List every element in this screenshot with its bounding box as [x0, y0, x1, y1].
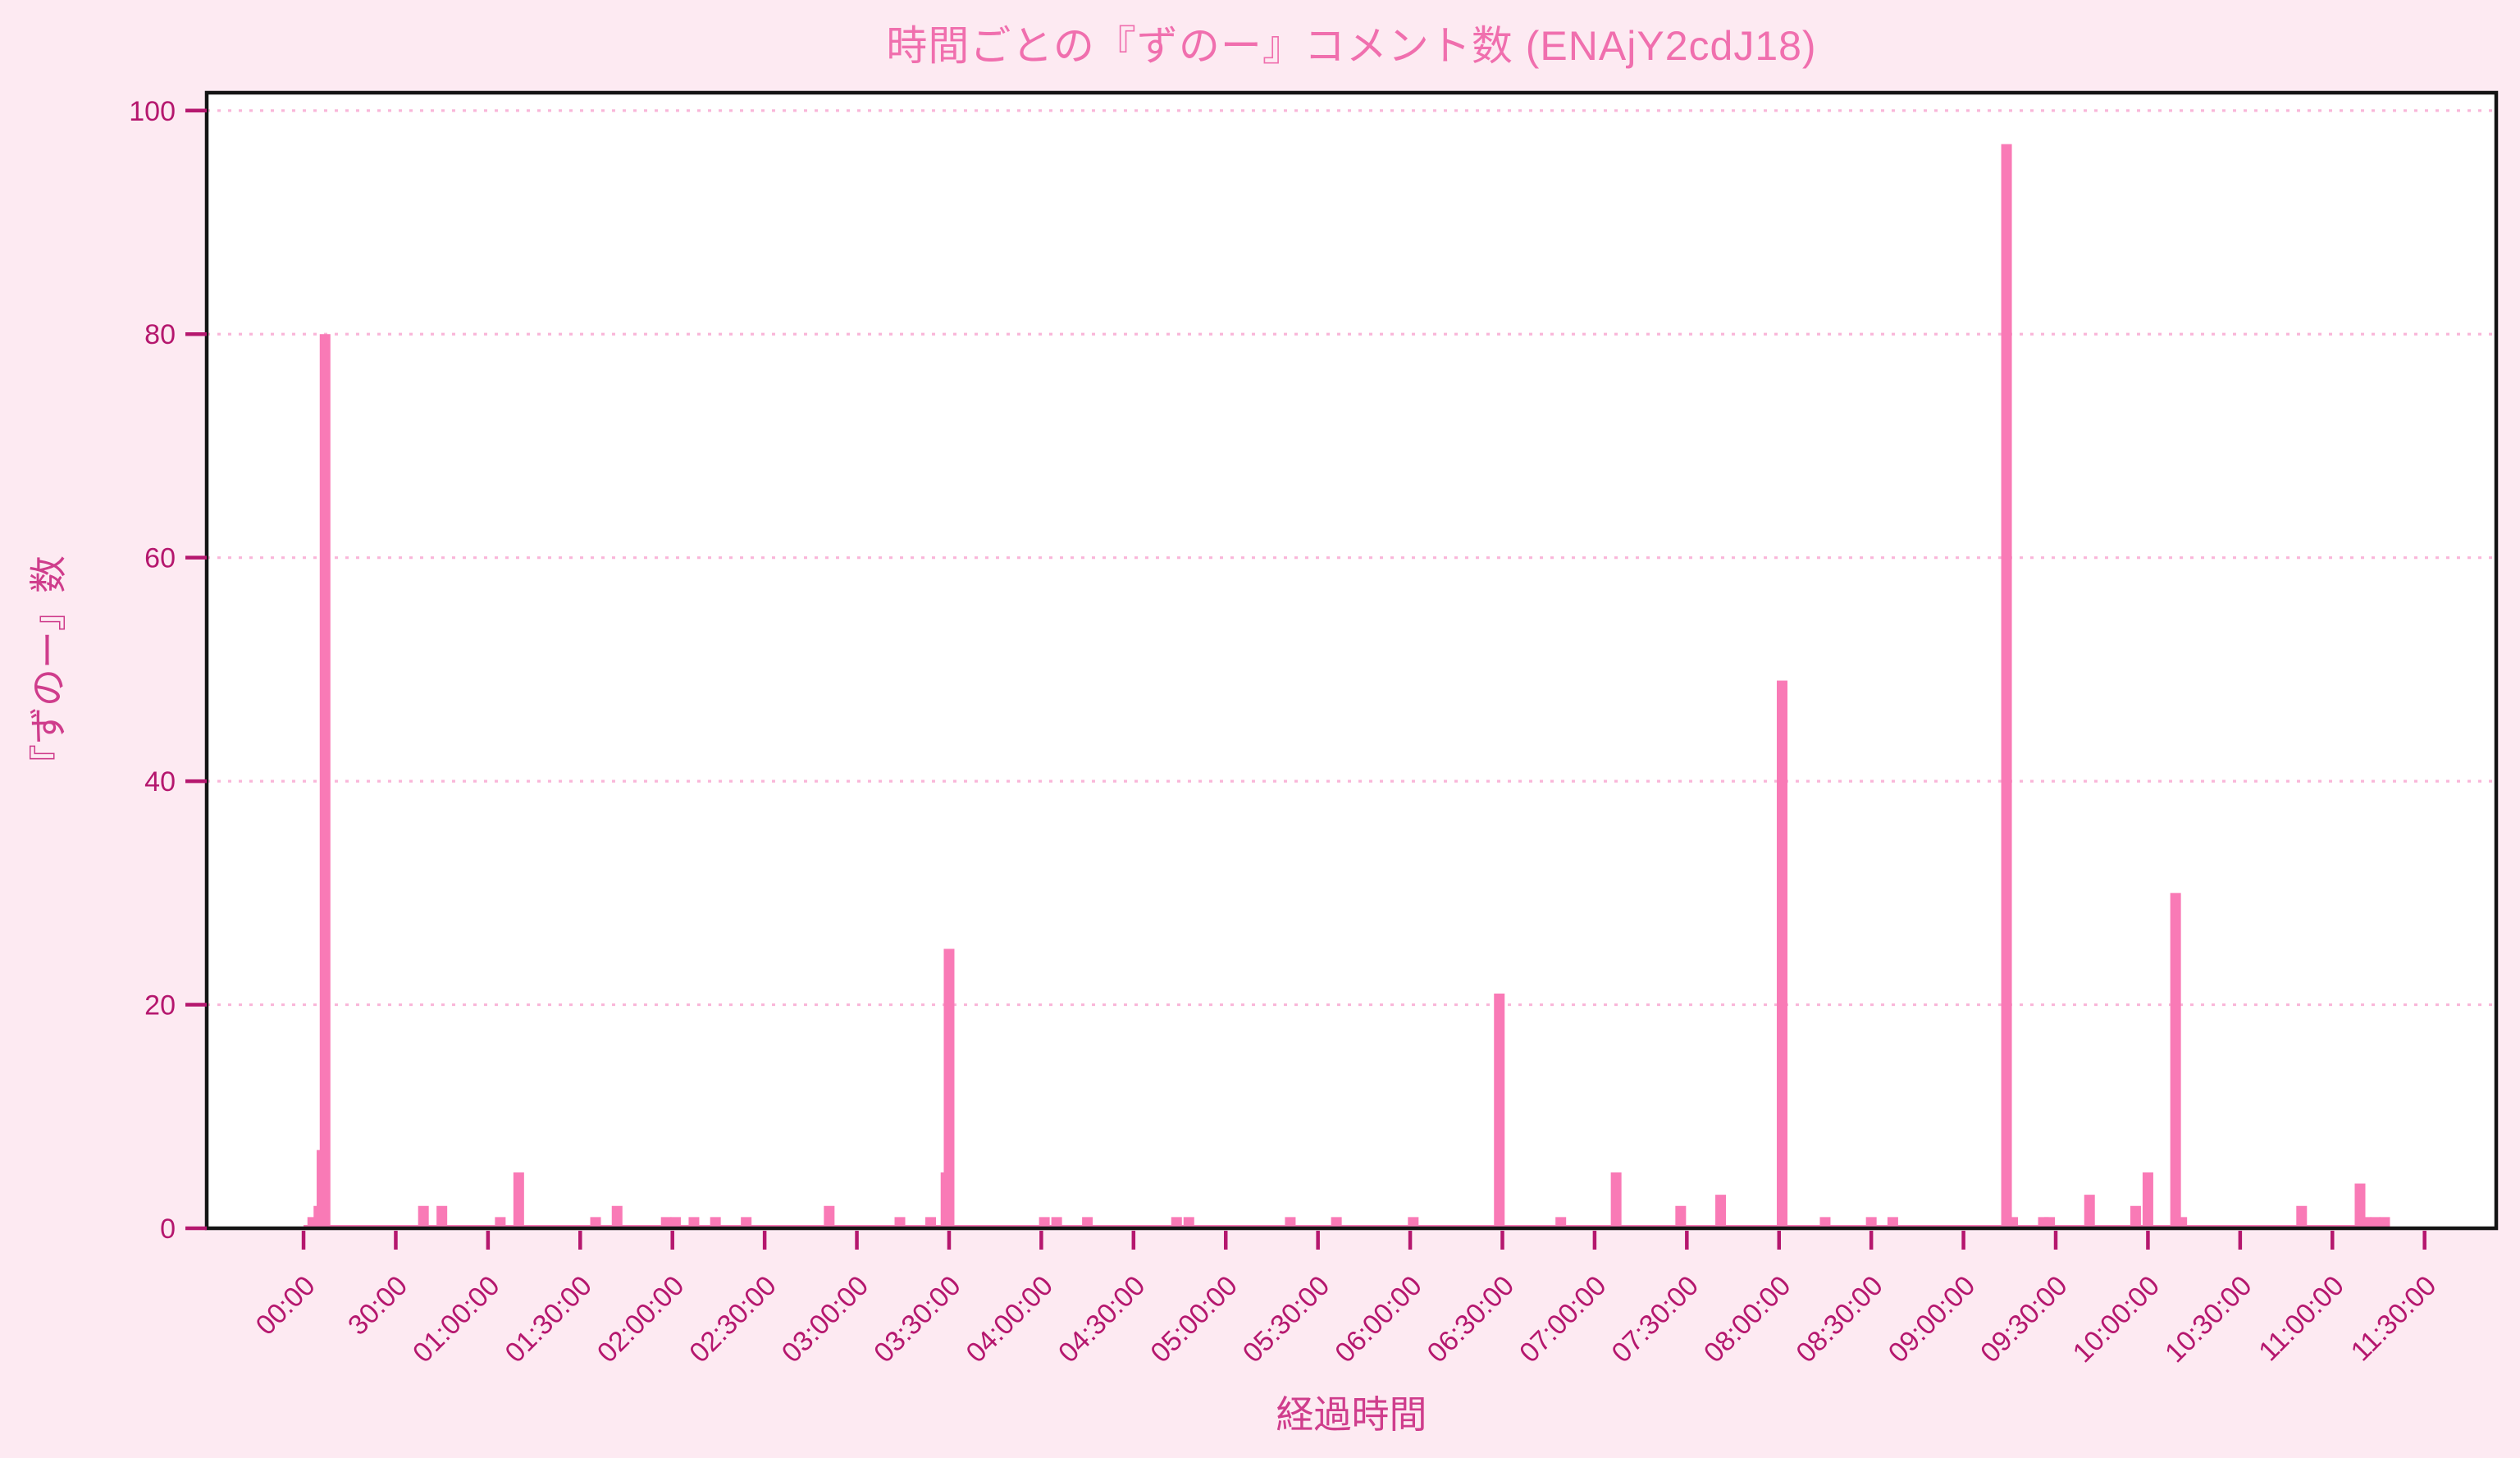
plot-frame: [204, 90, 2499, 1231]
x-tick-label: 03:30:00: [868, 1270, 966, 1369]
bar: [611, 1205, 623, 1228]
y-tick-label: 60: [144, 543, 176, 574]
bar: [2170, 893, 2181, 1228]
bar: [1494, 993, 1505, 1228]
y-tick-label: 0: [160, 1213, 176, 1245]
bar: [1610, 1172, 1622, 1228]
bar: [2142, 1172, 2153, 1228]
x-tick-label: 08:30:00: [1790, 1270, 1888, 1369]
chart-title: 時間ごとの『ずのー』コメント数 (ENAjY2cdJ18): [886, 23, 1817, 69]
x-tick-label: 09:00:00: [1883, 1270, 1981, 1369]
bar: [943, 948, 955, 1228]
bar: [418, 1205, 429, 1228]
bar: [1776, 680, 1787, 1228]
x-tick-label: 02:00:00: [591, 1270, 690, 1369]
bar: [319, 334, 331, 1228]
x-tick-label: 01:30:00: [499, 1270, 597, 1369]
x-tick-label: 11:00:00: [2253, 1270, 2350, 1368]
bar: [824, 1205, 835, 1228]
x-tick-label: 04:00:00: [961, 1270, 1059, 1369]
x-tick-label: 07:00:00: [1513, 1270, 1612, 1369]
bar: [436, 1205, 448, 1228]
x-tick-label: 30:00: [342, 1270, 413, 1341]
bar: [2130, 1205, 2141, 1228]
x-tick-label: 10:30:00: [2159, 1270, 2258, 1369]
y-tick-label: 100: [129, 96, 176, 127]
x-tick-label: 05:00:00: [1144, 1270, 1243, 1369]
x-tick-label: 00:00: [250, 1270, 322, 1341]
plot-background: [207, 93, 2496, 1228]
x-tick-label: 06:30:00: [1422, 1270, 1520, 1369]
y-tick-label: 40: [144, 766, 176, 798]
bar: [2001, 144, 2012, 1229]
x-tick-label: 01:00:00: [407, 1270, 505, 1369]
x-tick-label: 10:00:00: [2067, 1270, 2166, 1369]
x-tick-label: 09:30:00: [1974, 1270, 2073, 1369]
x-tick-label: 03:00:00: [776, 1270, 874, 1369]
x-tick-label: 04:30:00: [1052, 1270, 1151, 1369]
bar: [2084, 1195, 2095, 1228]
bar: [1715, 1195, 1727, 1228]
bar: [513, 1172, 524, 1228]
x-tick-label: 11:30:00: [2345, 1270, 2443, 1368]
x-tick-label: 06:00:00: [1329, 1270, 1427, 1369]
bar: [1675, 1205, 1687, 1228]
bar: [2296, 1205, 2308, 1228]
x-axis-label: 経過時間: [1276, 1393, 1427, 1436]
x-tick-label: 02:30:00: [683, 1270, 782, 1369]
y-tick-label: 80: [144, 319, 176, 350]
x-tick-label: 07:30:00: [1606, 1270, 1705, 1369]
y-axis-label: 『ずのー』数: [27, 555, 70, 782]
x-tick-label: 08:00:00: [1698, 1270, 1796, 1369]
x-tick-label: 05:30:00: [1237, 1270, 1335, 1369]
y-tick-label: 20: [144, 990, 176, 1022]
